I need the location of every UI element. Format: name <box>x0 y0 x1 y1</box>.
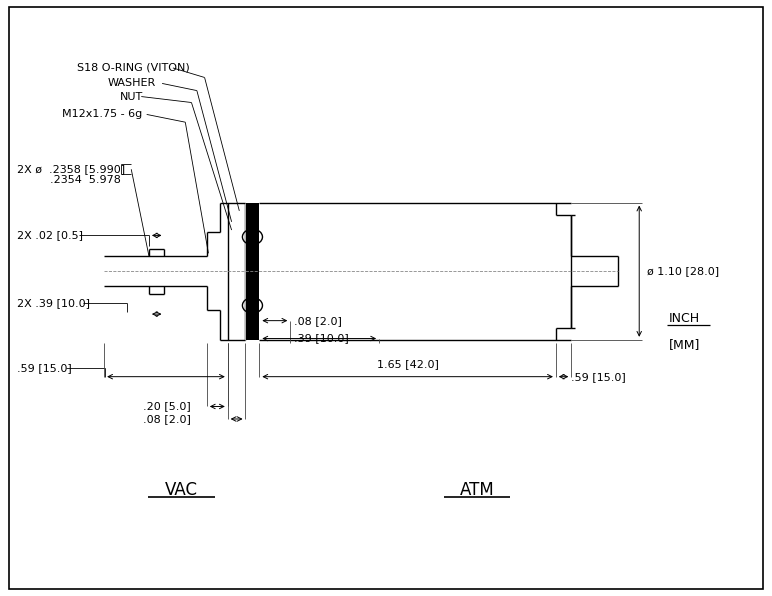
Text: M12x1.75 - 6g: M12x1.75 - 6g <box>62 110 142 119</box>
Text: .08 [2.0]: .08 [2.0] <box>294 316 342 325</box>
Text: .39 [10.0]: .39 [10.0] <box>294 334 349 343</box>
Text: 2X .39 [10.0]: 2X .39 [10.0] <box>17 298 90 308</box>
Text: S18 O-RING (VITON): S18 O-RING (VITON) <box>77 63 190 73</box>
Text: .20 [5.0]: .20 [5.0] <box>143 402 191 411</box>
Text: VAC: VAC <box>165 481 198 499</box>
Text: .08 [2.0]: .08 [2.0] <box>143 414 191 424</box>
Text: WASHER: WASHER <box>108 79 156 88</box>
Text: NUT: NUT <box>120 92 143 101</box>
Bar <box>228 203 245 340</box>
Text: [MM]: [MM] <box>669 339 700 352</box>
Text: .2354  5.978: .2354 5.978 <box>50 175 121 185</box>
Text: ATM: ATM <box>459 481 495 499</box>
Text: 2X .02 [0.5]: 2X .02 [0.5] <box>17 231 83 240</box>
Text: .59 [15.0]: .59 [15.0] <box>17 363 72 372</box>
Text: 1.65 [42.0]: 1.65 [42.0] <box>377 359 438 369</box>
Text: .59 [15.0]: .59 [15.0] <box>571 372 626 381</box>
Text: INCH: INCH <box>669 312 699 325</box>
Text: ø 1.10 [28.0]: ø 1.10 [28.0] <box>647 266 719 276</box>
Text: 2X ø  .2358 [5.990]: 2X ø .2358 [5.990] <box>17 164 125 174</box>
